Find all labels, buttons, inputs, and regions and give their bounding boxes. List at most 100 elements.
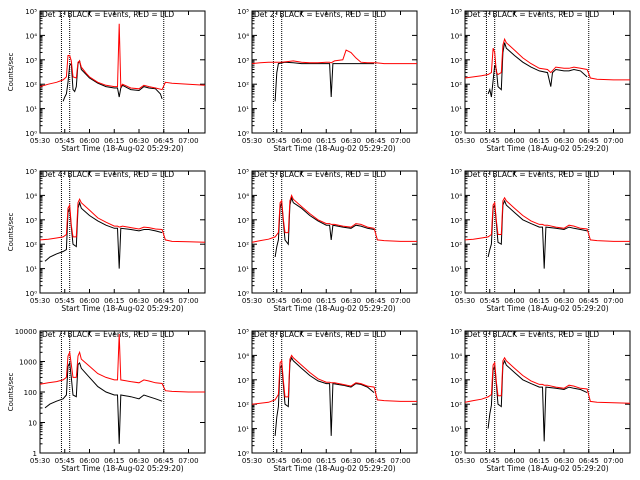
x-tick-label: 05:30 [242,297,262,305]
x-tick-label: 06:45 [579,297,599,305]
x-tick-label: 07:00 [390,137,410,145]
y-tick-label: 10³ [237,57,249,65]
y-tick-label: 10² [237,241,249,249]
x-axis-label: Start Time (18-Aug-02 05:29:20) [61,304,183,313]
x-tick-label: 06:30 [554,297,574,305]
y-tick-label: 10² [25,241,37,249]
detector-panel-6: 05:30 05:45 06:00 06:15 06:30 06:45 07:00 10⁰ 10… [450,168,631,313]
y-tick-label: 10¹ [450,266,462,274]
plot-frame [251,10,418,134]
x-tick-label: 06:00 [504,137,524,145]
events-series-line [62,59,163,102]
x-tick-label: 07:00 [390,457,410,465]
y-tick-label: 10⁵ [25,168,37,176]
y-tick-label: 10⁴ [450,192,462,200]
x-tick-label: 05:45 [267,457,287,465]
x-tick-label: 07:00 [603,137,623,145]
x-tick-label: 06:30 [341,137,361,145]
detector-panel-8: 05:30 05:45 06:00 06:15 06:30 06:45 07:00 10⁰ 10… [237,328,418,473]
x-tick-label: 06:30 [129,297,149,305]
x-tick-label: 06:15 [529,137,549,145]
y-tick-label: 10⁰ [237,130,249,138]
x-tick-label: 05:45 [55,137,75,145]
y-tick-label: 10⁵ [450,8,462,16]
x-tick-label: 06:45 [154,457,174,465]
x-axis-label: Start Time (18-Aug-02 05:29:20) [273,144,395,153]
panel-title: Det 4: BLACK = Events, RED = LLD [42,170,174,179]
detector-panel-9: 05:30 05:45 06:00 06:15 06:30 06:45 07:00 10⁰ 10… [450,328,631,473]
x-tick-label: 05:45 [480,297,500,305]
lld-series-line [251,354,417,405]
events-series-line [44,200,163,269]
y-tick-label: 10³ [450,377,462,385]
x-axis-label: Start Time (18-Aug-02 05:29:20) [61,144,183,153]
y-tick-label: 10³ [450,217,462,225]
y-tick-label: 10⁰ [25,290,37,298]
x-axis-label: Start Time (18-Aug-02 05:29:20) [486,144,608,153]
events-series-line [274,61,375,102]
x-tick-label: 06:45 [366,297,386,305]
x-tick-label: 06:15 [316,137,336,145]
x-tick-label: 05:45 [55,457,75,465]
y-tick-label: 10² [450,401,462,409]
plot-frame [464,330,631,454]
y-tick-label: 10⁵ [25,8,37,16]
plot-frame [39,170,206,294]
detector-panel-3: 05:30 05:45 06:00 06:15 06:30 06:45 07:00 10⁰ 10… [450,8,631,153]
x-axis-label: Start Time (18-Aug-02 05:29:20) [486,464,608,473]
plot-frame [251,330,418,454]
x-tick-label: 05:45 [267,137,287,145]
y-tick-label: 10⁴ [25,192,37,200]
lld-series-line [39,333,205,393]
x-tick-label: 07:00 [390,297,410,305]
y-tick-label: 10² [450,81,462,89]
y-tick-label: 10⁵ [237,8,249,16]
y-tick-label: 10⁰ [450,290,462,298]
y-tick-label: 10⁰ [450,450,462,458]
lld-series-line [464,356,631,404]
y-tick-label: 10⁰ [237,290,249,298]
lld-series-line [39,23,206,91]
lld-series-line [464,196,630,242]
y-tick-label: 1000 [19,359,37,367]
y-tick-label: 10⁴ [450,32,462,40]
y-tick-label: 10⁰ [450,130,462,138]
x-tick-label: 06:00 [504,297,524,305]
events-series-line [44,361,163,444]
y-tick-label: 10² [25,81,37,89]
y-tick-label: 10⁴ [25,32,37,40]
x-tick-label: 06:00 [79,297,99,305]
y-tick-label: 10⁵ [450,328,462,336]
panel-title: Det 1: BLACK = Events, RED = LLD [42,10,174,19]
y-tick-label: 10² [237,401,249,409]
y-tick-label: 10¹ [237,106,249,114]
y-tick-label: 10 [28,420,37,428]
events-series-line [487,199,588,269]
y-tick-label: 10¹ [450,106,462,114]
x-tick-label: 06:45 [366,457,386,465]
events-series-line [487,359,588,442]
y-tick-label: 10⁴ [237,352,249,360]
x-tick-label: 06:45 [366,137,386,145]
detector-panel-7: 05:30 05:45 06:00 06:15 06:30 06:45 07:00 1 10 10… [7,328,206,473]
lld-series-line [251,49,417,65]
y-tick-label: 10⁵ [450,168,462,176]
panel-title: Det 3: BLACK = Events, RED = LLD [467,10,599,19]
y-tick-label: 10¹ [25,266,37,274]
y-tick-label: 10² [450,241,462,249]
lld-series-line [39,198,206,243]
x-tick-label: 05:30 [242,457,262,465]
y-tick-label: 10³ [237,377,249,385]
plot-frame [39,10,206,134]
y-tick-label: 10³ [25,57,37,65]
x-tick-label: 05:30 [242,137,262,145]
x-tick-label: 07:00 [178,137,198,145]
x-tick-label: 05:45 [267,297,287,305]
x-tick-label: 06:30 [129,457,149,465]
y-tick-label: 10¹ [237,266,249,274]
x-tick-label: 07:00 [178,297,198,305]
x-tick-label: 06:45 [579,137,599,145]
y-tick-label: 10³ [25,217,37,225]
y-axis-label: Counts/sec [7,373,15,412]
panel-title: Det 9: BLACK = Events, RED = LLD [467,330,599,339]
